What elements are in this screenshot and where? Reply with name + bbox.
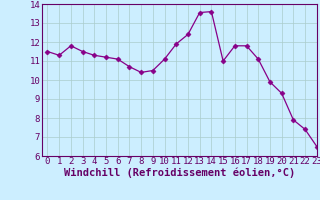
- X-axis label: Windchill (Refroidissement éolien,°C): Windchill (Refroidissement éolien,°C): [64, 168, 295, 178]
